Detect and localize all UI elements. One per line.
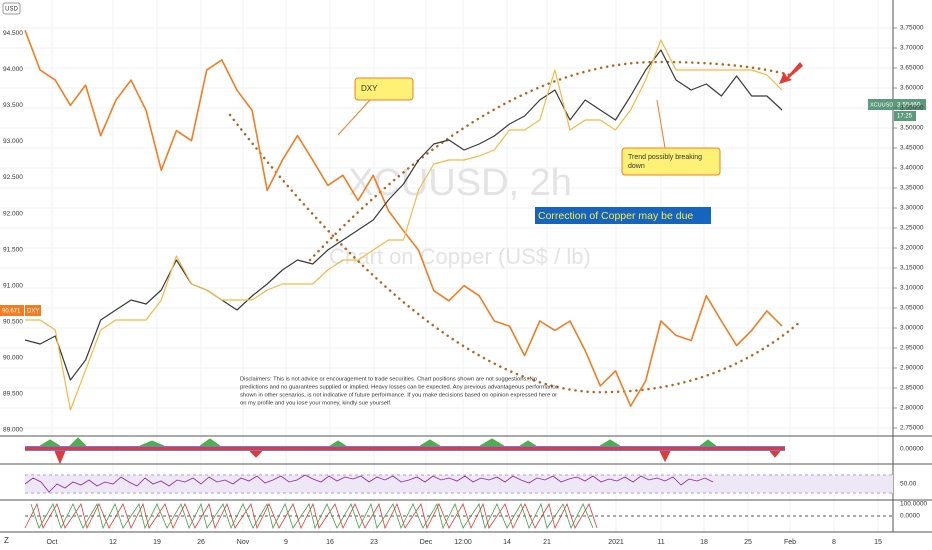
indicator-tick: 50.00 (900, 481, 917, 488)
x-tick-label: 15 (874, 539, 882, 546)
x-tick-label: Oct (47, 539, 58, 546)
callout-box (354, 77, 414, 101)
x-tick-label: 12 (109, 539, 117, 546)
disclaimer-line: on my profile and you lose your money, k… (240, 401, 392, 407)
y2-tick-label: 3.25000 (900, 225, 924, 232)
name-badge-text: DXY (27, 309, 39, 315)
x-tick-label: 25 (744, 539, 752, 546)
disclaimer-line: Disclaimers: This is not advice or encou… (240, 377, 537, 383)
red-arrow (779, 62, 803, 84)
price-badge-text: 3.55460 (897, 102, 921, 109)
series-line (24, 30, 783, 407)
y-tick-label: 90.500 (3, 318, 23, 325)
y2-tick-label: 2.85000 (900, 385, 924, 392)
y2-tick-label: 2.80000 (900, 405, 924, 412)
grid (0, 0, 893, 532)
series-line (25, 39, 783, 411)
name-badge (25, 305, 41, 316)
callout-pointer (337, 99, 371, 136)
x-tick-label: Nov (237, 539, 250, 546)
series-layer (24, 30, 783, 411)
price-badge-text: 90.671 (2, 309, 21, 315)
x-tick-label: 12:00 (454, 539, 472, 546)
x-tick-label: 8 (832, 539, 836, 546)
x-tick-label: 9 (284, 539, 288, 546)
callout-text: down (628, 163, 645, 170)
x-tick-label: 16 (326, 539, 334, 546)
y2-tick-label: 3.05000 (900, 305, 924, 312)
dotted-arc (308, 60, 792, 262)
y2-tick-label: 2.95000 (900, 345, 924, 352)
y-tick-label: 90.000 (3, 355, 23, 362)
y-tick-label: 94.500 (3, 30, 23, 37)
name-badge-text: XCUUSD (870, 102, 893, 108)
y-tick-label: 93.500 (3, 102, 23, 109)
x-tick-label: 14 (503, 539, 511, 546)
x-tick-label: 26 (197, 539, 205, 546)
x-tick-label: Dec (420, 539, 433, 546)
currency-label: USD (5, 7, 18, 13)
x-tick-label: 21 (543, 539, 551, 546)
y-tick-label: 92.000 (3, 210, 23, 217)
y2-tick-label: 3.30000 (900, 205, 924, 212)
indicator-tick: 100.0000 (900, 501, 927, 508)
y-tick-label: 91.500 (3, 246, 23, 253)
dotted-arc (228, 113, 802, 394)
price-badge (894, 99, 926, 110)
indicator-tick: 0.00000 (900, 446, 924, 453)
y-tick-label: 89.000 (3, 427, 23, 434)
disclaimer-line: predictions and no guarantees supplied o… (240, 385, 558, 391)
histogram-indicator (25, 437, 785, 465)
stochastic-indicator (24, 502, 893, 530)
zoom-icon[interactable]: Z (4, 536, 9, 545)
y2-tick-label: 3.70000 (900, 45, 924, 52)
y2-tick-label: 3.60000 (900, 85, 924, 92)
countdown-badge (894, 111, 916, 121)
y2-tick-label: 3.45000 (900, 145, 924, 152)
x-tick-label: 19 (153, 539, 161, 546)
callout-box (621, 147, 721, 176)
y-tick-label: 89.500 (3, 391, 23, 398)
disclaimer: Disclaimers: This is not advice or encou… (240, 377, 558, 407)
series-line (24, 49, 783, 381)
y-tick-label: 93.000 (3, 138, 23, 145)
y2-tick-label: 3.65000 (900, 65, 924, 72)
y2-tick-label: 3.35000 (900, 185, 924, 192)
y2-tick-label: 3.00000 (900, 325, 924, 332)
y2-tick-label: 3.50000 (900, 125, 924, 132)
x-tick-label: Feb (784, 539, 796, 546)
name-badge (868, 99, 894, 110)
y-tick-label: 91.000 (3, 282, 23, 289)
watermark-subtitle: Chart on Copper (US$ / lb) (329, 244, 591, 269)
x-tick-label: 2021 (608, 539, 624, 546)
y2-tick-label: 3.20000 (900, 245, 924, 252)
y2-tick-label: 3.40000 (900, 165, 924, 172)
y-tick-label: 92.500 (3, 174, 23, 181)
x-tick-label: 11 (657, 539, 664, 546)
callout-pointer (656, 99, 666, 149)
y-tick-label: 94.000 (3, 66, 23, 73)
callout-text: DXY (361, 84, 378, 93)
oscillator-indicator (24, 474, 893, 494)
y2-tick-label: 2.75000 (900, 425, 924, 432)
y2-tick-label: 3.10000 (900, 285, 924, 292)
currency-badge (2, 2, 21, 15)
countdown-text: 17:25 (897, 114, 913, 120)
price-badge (0, 305, 24, 316)
disclaimer-line: shown in other scenarios, is not indicat… (240, 393, 557, 399)
note-box (535, 207, 711, 224)
watermark-title: XCUUSD, 2h (348, 162, 572, 204)
y2-tick-label: 3.15000 (900, 265, 924, 272)
y2-tick-label: 3.55000 (900, 105, 924, 112)
note-text: Correction of Copper may be due (538, 210, 693, 222)
indicator-tick: 0.0000 (900, 513, 920, 520)
y2-tick-label: 3.75000 (900, 25, 924, 32)
callout-text: Trend possibly breaking (628, 154, 702, 161)
y2-tick-label: 2.90000 (900, 365, 924, 372)
x-tick-label: 23 (370, 539, 378, 546)
x-tick-label: 18 (700, 539, 708, 546)
